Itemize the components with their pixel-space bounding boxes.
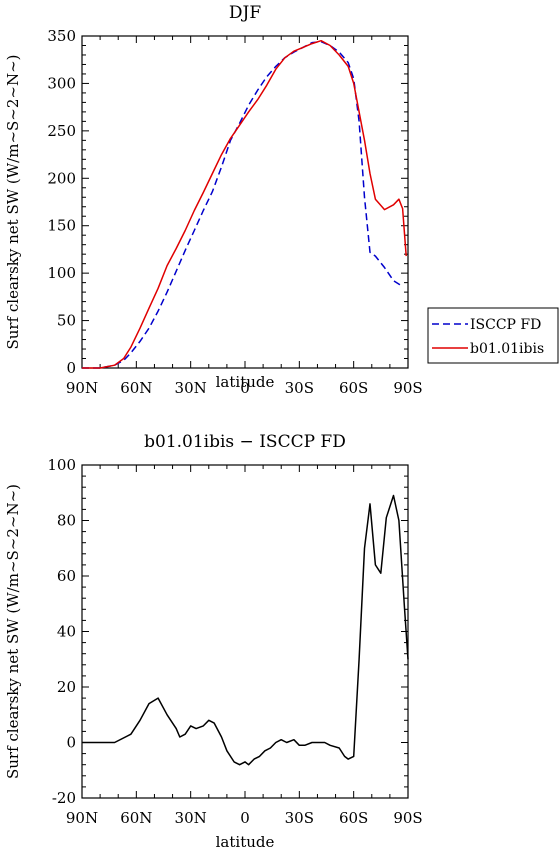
- x-axis-label: latitude: [216, 833, 275, 851]
- y-tick-label: 0: [66, 734, 76, 752]
- plot-frame: [81, 35, 409, 369]
- x-tick-label: 60S: [339, 809, 368, 827]
- x-tick-label: 90S: [393, 379, 422, 397]
- chart-title: b01.01ibis − ISCCP FD: [144, 432, 346, 452]
- y-tick-label: 350: [47, 27, 76, 45]
- x-tick-label: 90S: [393, 809, 422, 827]
- y-tick-label: 20: [57, 678, 76, 696]
- plot-frame: [81, 464, 409, 799]
- series-line-0: [82, 40, 403, 369]
- legend-label-0: ISCCP FD: [470, 317, 541, 333]
- series-line-1: [82, 39, 407, 369]
- x-tick-label: 30S: [285, 379, 314, 397]
- x-axis-label: latitude: [216, 373, 275, 391]
- y-tick-label: 300: [47, 74, 76, 92]
- y-tick-label: 50: [57, 312, 76, 330]
- y-tick-label: 80: [57, 512, 76, 530]
- y-tick-label: 250: [47, 122, 76, 140]
- x-tick-label: 0: [240, 809, 250, 827]
- bottom-panel: b01.01ibis − ISCCP FD 90N 60N 30N 0 30S 60S 90S…: [4, 432, 423, 851]
- y-tick-label: 100: [47, 456, 76, 474]
- y-tick-label: 150: [47, 217, 76, 235]
- x-tick-label: 0: [240, 379, 250, 397]
- x-tick-label: 30S: [285, 809, 314, 827]
- y-axis-label: Surf clearsky net SW (W/m~S~2~N~): [4, 54, 22, 349]
- y-tick-label: 60: [57, 567, 76, 585]
- x-tick-label: 60S: [339, 379, 368, 397]
- y-tick-label: 200: [47, 169, 76, 187]
- x-tick-label: 90N: [66, 809, 98, 827]
- x-tick-label: 60N: [120, 809, 152, 827]
- y-tick-label: -20: [52, 789, 76, 807]
- x-tick-label: 60N: [120, 379, 152, 397]
- x-tick-label: 30N: [175, 379, 207, 397]
- y-tick-label: 100: [47, 264, 76, 282]
- top-panel: DJF 90N 60N 30N 0 30S 60S 90S 0 50 100 150 200 250 300…: [4, 3, 559, 397]
- y-tick-label: 0: [66, 359, 76, 377]
- x-tick-label: 90N: [66, 379, 98, 397]
- legend-box: [427, 307, 559, 364]
- x-tick-label: 30N: [175, 809, 207, 827]
- y-axis-label: Surf clearsky net SW (W/m~S~2~N~): [4, 484, 22, 779]
- chart-title: DJF: [229, 3, 261, 23]
- y-tick-label: 40: [57, 623, 76, 641]
- series-line-0: [82, 494, 409, 766]
- legend-label-1: b01.01ibis: [470, 341, 544, 357]
